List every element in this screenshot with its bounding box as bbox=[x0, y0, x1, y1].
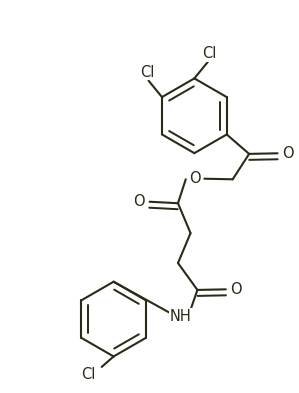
Text: NH: NH bbox=[170, 309, 192, 324]
Text: Cl: Cl bbox=[202, 46, 216, 61]
Text: Cl: Cl bbox=[140, 65, 154, 80]
Text: Cl: Cl bbox=[82, 367, 96, 382]
Text: O: O bbox=[282, 146, 294, 161]
Text: O: O bbox=[231, 282, 242, 297]
Text: O: O bbox=[189, 171, 201, 186]
Text: O: O bbox=[133, 194, 145, 209]
